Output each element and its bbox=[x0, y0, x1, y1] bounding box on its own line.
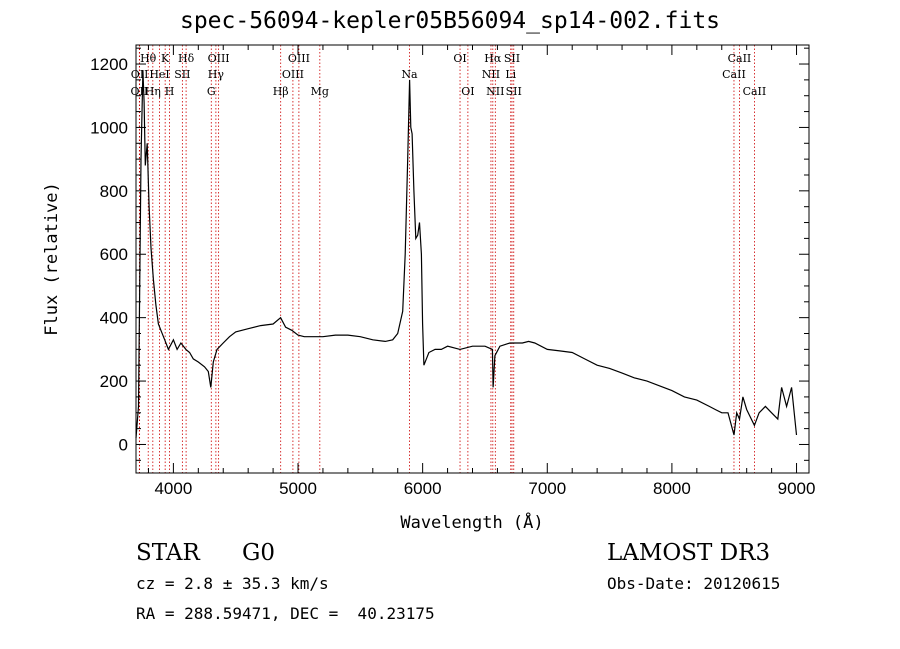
object-class: STAR bbox=[136, 540, 200, 566]
line-marker-label: Mg bbox=[311, 85, 329, 98]
y-tick-label: 0 bbox=[119, 435, 128, 454]
line-marker-label: OIII bbox=[282, 68, 304, 81]
line-marker-label: Hη bbox=[145, 85, 161, 98]
y-tick-label: 1000 bbox=[90, 118, 128, 137]
line-marker-label: Hβ bbox=[273, 85, 289, 98]
spectrum-line bbox=[135, 70, 798, 439]
line-marker-label: SII bbox=[504, 52, 520, 65]
survey-name: LAMOST DR3 bbox=[607, 540, 771, 566]
line-marker-label: G bbox=[207, 85, 216, 98]
line-marker-label: Li bbox=[505, 68, 516, 81]
line-markers bbox=[138, 45, 755, 473]
coordinates: RA = 288.59471, DEC = 40.23175 bbox=[136, 604, 435, 623]
x-tick-label: 8000 bbox=[653, 479, 691, 498]
line-marker-label: Hα bbox=[484, 52, 502, 65]
x-tick-label: 9000 bbox=[778, 479, 816, 498]
y-tick-label: 800 bbox=[100, 182, 128, 201]
plot-frame bbox=[135, 44, 810, 474]
y-axis-ticks: 0 200 400 600 800 1000 1200 bbox=[90, 47, 809, 461]
line-marker-label: SII bbox=[174, 68, 190, 81]
x-tick-label: 5000 bbox=[279, 479, 317, 498]
line-marker-label: OIII bbox=[288, 52, 310, 65]
redshift-value: cz = 2.8 ± 35.3 km/s bbox=[136, 574, 329, 593]
line-marker-label: OIII bbox=[208, 52, 230, 65]
x-tick-label: 4000 bbox=[154, 479, 192, 498]
obs-date: Obs-Date: 20120615 bbox=[607, 574, 781, 593]
line-marker-label: CaII bbox=[743, 85, 767, 98]
x-tick-label: 7000 bbox=[528, 479, 566, 498]
line-marker-label: CaII bbox=[728, 52, 752, 65]
x-tick-label: 6000 bbox=[404, 479, 442, 498]
line-marker-label: Na bbox=[401, 68, 418, 81]
line-marker-label: CaII bbox=[722, 68, 746, 81]
x-axis-label: Wavelength (Å) bbox=[400, 511, 543, 533]
line-marker-label: K bbox=[161, 52, 170, 65]
line-marker-label: H bbox=[165, 85, 175, 98]
line-marker-label: OII bbox=[131, 68, 149, 81]
y-tick-label: 400 bbox=[100, 309, 128, 328]
line-marker-label: Hδ bbox=[178, 52, 195, 65]
line-marker-label: Hγ bbox=[208, 68, 225, 81]
line-marker-label: HeI bbox=[149, 68, 169, 81]
line-marker-label: OI bbox=[461, 85, 474, 98]
y-tick-label: 600 bbox=[100, 245, 128, 264]
y-tick-label: 200 bbox=[100, 372, 128, 391]
line-marker-labels: OIIOIIHθHηHeIKHSIIHδGHγOIIIHβOIIIOIIIMgN… bbox=[131, 52, 767, 98]
line-marker-label: NII bbox=[482, 68, 500, 81]
line-marker-label: OI bbox=[453, 52, 466, 65]
subclass: G0 bbox=[242, 540, 276, 566]
y-axis-label: Flux (relative) bbox=[42, 182, 62, 336]
chart-title: spec-56094-kepler05B56094_sp14-002.fits bbox=[179, 8, 721, 34]
y-tick-label: 1200 bbox=[90, 55, 128, 74]
x-axis-ticks: 4000 5000 6000 7000 8000 9000 bbox=[147, 45, 816, 498]
line-marker-label: SII bbox=[506, 85, 522, 98]
line-marker-label: Hθ bbox=[140, 52, 157, 65]
line-marker-label: NII bbox=[486, 85, 504, 98]
